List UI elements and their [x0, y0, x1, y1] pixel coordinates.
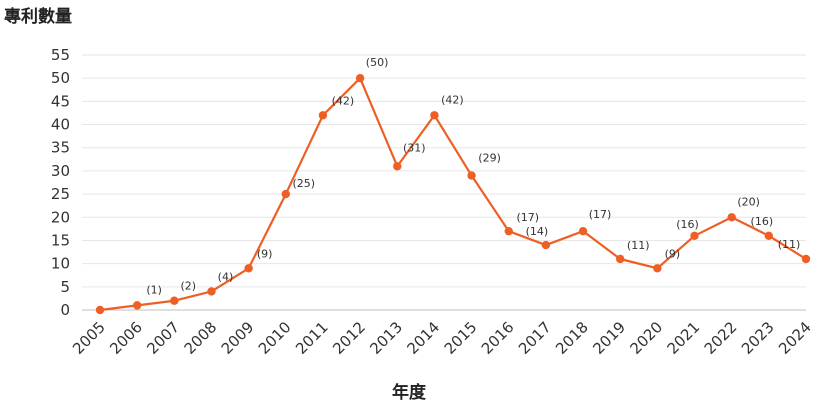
data-label: (29): [478, 152, 501, 165]
data-point: [541, 240, 551, 250]
data-label: (11): [778, 238, 801, 251]
x-tick-label: 2013: [366, 318, 406, 358]
data-point: [355, 73, 365, 83]
y-tick-label: 0: [60, 301, 70, 319]
data-point: [467, 171, 476, 180]
data-label: (16): [676, 218, 699, 231]
x-tick-label: 2017: [515, 318, 555, 358]
y-tick-label: 10: [51, 255, 70, 273]
data-label: (4): [218, 270, 234, 283]
data-label: (25): [292, 177, 315, 190]
data-label: (9): [257, 247, 273, 260]
y-axis-title: 專利數量: [4, 7, 72, 27]
x-tick-label: 2019: [589, 318, 629, 358]
y-tick-label: 55: [51, 46, 70, 64]
x-tick-label: 2010: [255, 318, 295, 358]
data-point: [393, 162, 402, 171]
data-label: (17): [516, 211, 539, 224]
data-label: (11): [627, 239, 650, 252]
data-point: [764, 231, 774, 241]
data-point: [430, 111, 439, 120]
data-point: [578, 226, 588, 236]
data-point: [616, 254, 625, 264]
x-tick-label: 2006: [106, 318, 146, 358]
x-tick-label: 2020: [626, 318, 666, 358]
y-tick-label: 45: [51, 92, 70, 110]
data-label: (50): [366, 56, 389, 69]
data-label: (42): [441, 93, 464, 106]
data-point: [95, 305, 105, 315]
data-point: [801, 254, 811, 264]
x-tick-label: 2014: [404, 318, 444, 358]
x-tick-label: 2009: [218, 318, 258, 358]
data-label: (20): [737, 195, 760, 208]
x-tick-label: 2012: [329, 318, 369, 358]
x-tick-label: 2018: [552, 318, 592, 358]
data-point: [281, 189, 290, 199]
x-tick-label: 2022: [701, 318, 741, 358]
data-label: (2): [181, 280, 197, 293]
x-tick-label: 2023: [738, 318, 778, 358]
y-tick-label: 20: [51, 208, 70, 226]
y-tick-label: 15: [51, 231, 70, 249]
data-point: [244, 264, 253, 273]
x-tick-label: 2005: [69, 318, 109, 358]
x-tick-label: 2024: [775, 318, 815, 358]
x-axis-title: 年度: [392, 383, 426, 403]
x-tick-label: 2011: [292, 318, 332, 358]
data-label: (42): [332, 94, 355, 107]
y-tick-label: 40: [51, 116, 70, 134]
data-label: (16): [751, 215, 774, 228]
data-point: [170, 296, 179, 305]
data-point: [132, 301, 142, 310]
x-tick-label: 2007: [143, 318, 183, 358]
data-point: [690, 231, 699, 241]
x-tick-label: 2008: [181, 318, 221, 358]
y-tick-label: 50: [51, 69, 70, 87]
y-tick-label: 35: [51, 139, 70, 157]
data-point: [727, 213, 736, 222]
series-line: [99, 77, 807, 312]
y-tick-label: 30: [51, 162, 70, 180]
data-point: [318, 111, 328, 120]
y-tick-label: 25: [51, 185, 70, 203]
data-point: [504, 226, 513, 236]
data-label: (14): [526, 225, 549, 238]
y-tick-label: 5: [60, 278, 70, 296]
data-label: (31): [403, 141, 426, 154]
data-point: [653, 264, 662, 273]
x-tick-label: 2021: [664, 318, 704, 358]
data-point: [207, 287, 216, 296]
x-tick-label: 2015: [441, 318, 481, 358]
data-label: (17): [589, 208, 612, 221]
x-tick-label: 2016: [478, 318, 518, 358]
data-label: (9): [665, 247, 681, 260]
data-label: (1): [146, 283, 162, 296]
